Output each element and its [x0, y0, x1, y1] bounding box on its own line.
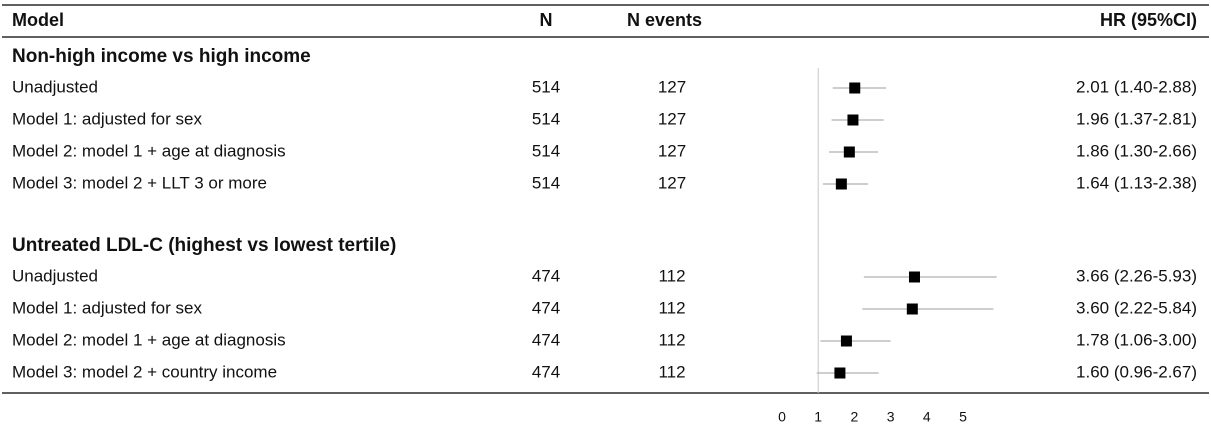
row-label: Model 2: model 1 + age at diagnosis	[12, 330, 286, 349]
n-value: 474	[532, 266, 560, 285]
row-label: Unadjusted	[12, 77, 98, 96]
row-label: Model 3: model 2 + LLT 3 or more	[12, 173, 267, 192]
hr-label: 3.66 (2.26-5.93)	[1076, 266, 1197, 285]
hr-marker	[847, 114, 859, 126]
events-value: 127	[658, 109, 686, 128]
n-value: 474	[532, 330, 560, 349]
row-label: Unadjusted	[12, 266, 98, 285]
group-title: Non-high income vs high income	[12, 46, 311, 67]
x-tick-label: 2	[851, 409, 859, 425]
hr-marker	[908, 271, 920, 283]
header-n: N	[540, 10, 553, 30]
hr-label: 3.60 (2.22-5.84)	[1076, 298, 1197, 317]
n-value: 474	[532, 298, 560, 317]
hr-label: 1.96 (1.37-2.81)	[1076, 109, 1197, 128]
x-tick-label: 4	[923, 409, 931, 425]
x-tick-label: 1	[814, 409, 822, 425]
hr-label: 1.60 (0.96-2.67)	[1076, 362, 1197, 381]
hr-marker	[834, 367, 846, 379]
events-value: 127	[658, 141, 686, 160]
x-tick-label: 3	[887, 409, 895, 425]
hr-label: 2.01 (1.40-2.88)	[1076, 77, 1197, 96]
n-value: 514	[532, 109, 560, 128]
header-events: N events	[627, 10, 702, 30]
header-model: Model	[12, 10, 64, 30]
header-hr: HR (95%CI)	[1100, 10, 1197, 30]
events-value: 112	[658, 362, 685, 381]
row-label: Model 3: model 2 + country income	[12, 362, 277, 381]
hr-label: 1.78 (1.06-3.00)	[1076, 330, 1197, 349]
n-value: 514	[532, 77, 560, 96]
row-label: Model 2: model 1 + age at diagnosis	[12, 141, 286, 160]
row-label: Model 1: adjusted for sex	[12, 298, 202, 317]
n-value: 514	[532, 141, 560, 160]
events-value: 127	[658, 77, 686, 96]
hr-marker	[843, 146, 855, 158]
x-tick-label: 5	[959, 409, 967, 425]
x-tick-label: 0	[778, 409, 786, 425]
n-value: 474	[532, 362, 560, 381]
hr-marker	[906, 303, 918, 315]
hr-label: 1.86 (1.30-2.66)	[1076, 141, 1197, 160]
events-value: 112	[658, 266, 685, 285]
events-value: 127	[658, 173, 686, 192]
hr-marker	[849, 82, 861, 94]
hr-label: 1.64 (1.13-2.38)	[1076, 173, 1197, 192]
events-value: 112	[658, 298, 685, 317]
hr-marker	[835, 178, 847, 190]
events-value: 112	[658, 330, 685, 349]
group-title: Untreated LDL-C (highest vs lowest terti…	[12, 235, 396, 256]
row-label: Model 1: adjusted for sex	[12, 109, 202, 128]
n-value: 514	[532, 173, 560, 192]
hr-marker	[840, 335, 852, 347]
